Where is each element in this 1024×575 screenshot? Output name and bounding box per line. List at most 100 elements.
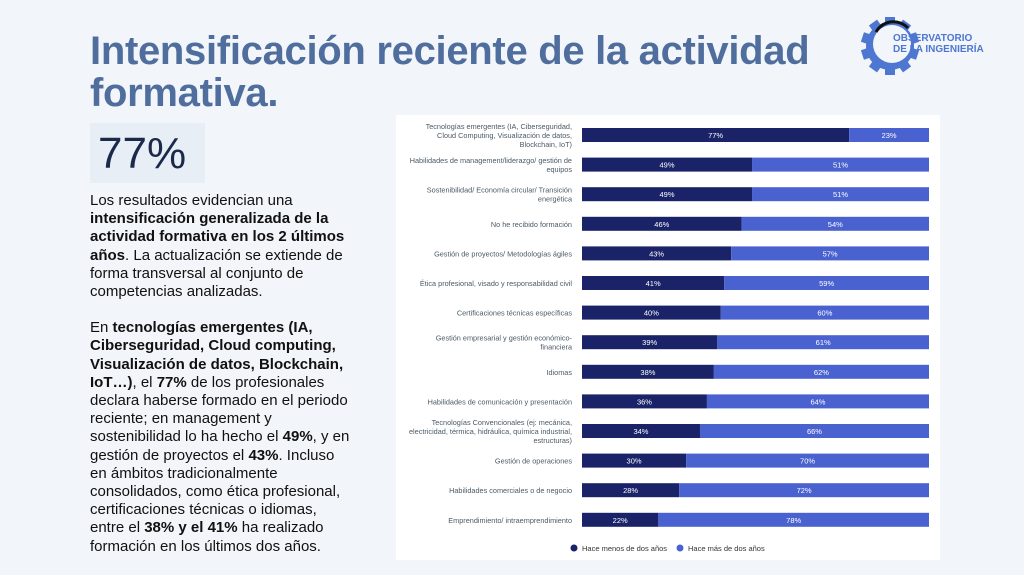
bar-segment: [582, 246, 732, 261]
data-label: 23%: [882, 131, 897, 140]
data-label: 30%: [627, 457, 642, 466]
data-label: 78%: [786, 516, 801, 525]
bold-text: 49%: [282, 428, 313, 446]
data-label: 49%: [660, 161, 675, 170]
category-label: equipos: [546, 165, 572, 174]
data-label: 36%: [637, 397, 652, 406]
bar-segment: [582, 276, 725, 290]
bar-segment: [679, 483, 929, 498]
paragraph-details: En tecnologías emergentes (IA, Cibersegu…: [90, 319, 350, 556]
category-label: Habilidades de management/liderazgo/ ges…: [410, 156, 572, 165]
data-label: 61%: [816, 338, 831, 347]
bar-segment: [658, 512, 929, 527]
category-label: Gestión de proyectos/ Metodologías ágile…: [434, 249, 572, 258]
gear-icon: [860, 17, 920, 75]
data-label: 28%: [623, 486, 638, 495]
data-label: 43%: [649, 249, 664, 258]
bar-segment: [717, 335, 929, 350]
data-label: 54%: [828, 220, 843, 229]
legend-marker: [570, 544, 578, 552]
data-label: 59%: [819, 279, 834, 288]
data-label: 40%: [644, 309, 659, 318]
bar-segment: [686, 453, 929, 468]
logo-line1: OBSERVATORIO: [893, 33, 973, 44]
bar-segment: [706, 394, 929, 409]
category-label: financiera: [540, 343, 573, 352]
data-label: 51%: [833, 161, 848, 170]
kpi-value: 77%: [90, 123, 205, 183]
data-label: 64%: [810, 397, 825, 406]
text: Los resultados evidencian una: [90, 192, 293, 209]
bold-text: tecnologías emergentes (IA, Cibersegurid…: [90, 319, 344, 391]
text: . Incluso en ámbitos tradicionalmente co…: [90, 446, 341, 537]
category-label: Cloud Computing, Visualización de datos,: [437, 131, 572, 140]
bar-segment: [582, 187, 753, 202]
data-label: 22%: [613, 516, 628, 525]
category-label: Habilidades de comunicación y presentaci…: [428, 397, 572, 406]
bar-segment: [582, 216, 742, 231]
bold-text: 77%: [156, 373, 187, 391]
data-label: 39%: [642, 338, 657, 347]
bar-segment: [582, 512, 659, 527]
data-label: 49%: [660, 190, 675, 199]
text: En: [90, 319, 113, 337]
bar-segment: [720, 305, 929, 320]
bar-segment: [582, 364, 714, 379]
bar-segment: [582, 335, 718, 350]
logo-line2: DE LA INGENIERÍA: [893, 44, 984, 55]
text: , y en gestión de proyectos el: [90, 428, 350, 464]
bold-text: intensificación generalizada de la activ…: [90, 210, 345, 264]
category-label: No he recibido formación: [491, 220, 572, 229]
data-label: 57%: [823, 249, 838, 258]
legend-label: Hace menos de dos años: [582, 544, 667, 553]
bar-segment: [731, 246, 929, 261]
category-label: Gestión de operaciones: [495, 457, 572, 466]
chart-panel: 77% 23% Tecnologías emergentes (IA, Cibers…: [396, 115, 940, 560]
bar-segment: [582, 424, 700, 438]
category-label: electricidad, térmica, hidráulica, quími…: [409, 427, 572, 436]
data-label: 51%: [833, 190, 848, 199]
bar-segment: [582, 453, 687, 468]
text: de los profesionales declara haberse for…: [90, 373, 348, 446]
bar-segment: [752, 157, 929, 172]
body-text: Los resultados evidencian una intensific…: [90, 192, 350, 574]
category-label: energética: [538, 195, 573, 204]
category-label: Blockchain, IoT): [520, 140, 572, 149]
data-label: 72%: [797, 486, 812, 495]
bar-segment: [713, 364, 929, 379]
data-label: 60%: [817, 309, 832, 318]
category-label: Ética profesional, visado y responsabili…: [420, 279, 572, 288]
bold-text: 38% y el 41%: [144, 519, 238, 537]
text: , el: [132, 373, 157, 391]
data-label: 62%: [814, 368, 829, 377]
data-label: 66%: [807, 427, 822, 436]
data-label: 70%: [800, 457, 815, 466]
paragraph-summary: Los resultados evidencian una intensific…: [90, 192, 350, 301]
category-label: Habilidades comerciales o de negocio: [449, 486, 572, 495]
data-label: 77%: [708, 131, 723, 140]
bar-segment: [699, 424, 929, 438]
bar-segment: [849, 128, 929, 142]
stacked-bar-chart: 77% 23% Tecnologías emergentes (IA, Cibers…: [409, 122, 929, 553]
bar-segment: [582, 394, 707, 409]
legend-marker: [676, 544, 684, 552]
category-label: Emprendimiento/ intraemprendimiento: [448, 516, 572, 525]
category-label: Gestión empresarial y gestión económico-: [436, 334, 573, 343]
data-label: 41%: [646, 279, 661, 288]
bold-text: 43%: [248, 446, 279, 464]
data-label: 46%: [654, 220, 669, 229]
category-label: Idiomas: [546, 368, 572, 377]
bar-segment: [752, 187, 929, 202]
bar-segment: [724, 276, 929, 290]
category-label: Certificaciones técnicas específicas: [457, 309, 573, 318]
bar-segment: [582, 483, 680, 498]
category-label: Sostenibilidad/ Economía circular/ Trans…: [427, 186, 572, 195]
legend-label: Hace más de dos años: [688, 544, 765, 553]
category-label: Tecnologías Convencionales (ej: mecánica…: [432, 418, 572, 427]
data-label: 34%: [633, 427, 648, 436]
category-label: estructuras): [533, 436, 572, 445]
text: . La actualización se extiende de forma …: [90, 246, 343, 301]
bar-segment: [582, 128, 850, 142]
text: ha realizado formación en los últimos do…: [90, 519, 324, 555]
bar-segment: [582, 157, 753, 172]
